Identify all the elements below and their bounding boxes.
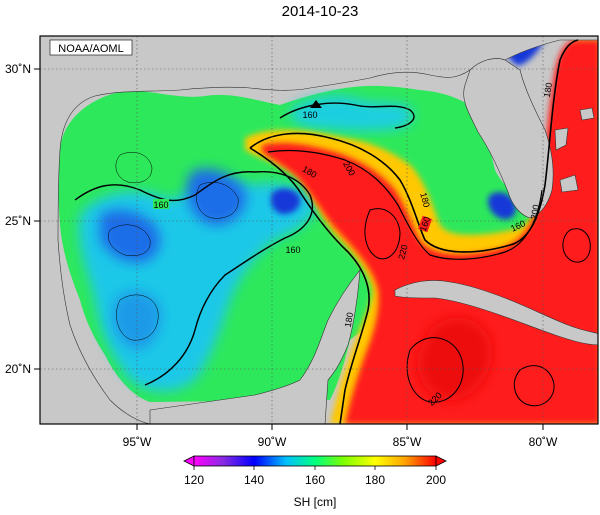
station-marker-icon — [310, 100, 322, 108]
map-frame — [39, 35, 599, 425]
map-title: 2014-10-23 — [282, 3, 359, 20]
contour-label: 180 — [542, 82, 554, 99]
caribbean-warm-core — [417, 317, 492, 401]
contour-label: 160 — [418, 215, 433, 233]
lat-tick-label: 25˚N — [5, 214, 31, 228]
contour-220-east — [364, 208, 401, 260]
contour-label: 180 — [418, 191, 432, 208]
colorbar-tick-label: 120 — [184, 473, 204, 487]
eddy-blue — [270, 188, 301, 215]
loop-current — [262, 40, 598, 424]
contour-thin-1 — [108, 224, 151, 256]
lon-tick-label: 80˚W — [529, 435, 558, 449]
bahamas-islands — [554, 107, 595, 193]
lon-tick-label: 85˚W — [393, 435, 422, 449]
colorbar-bar — [193, 455, 437, 467]
contour-thin-2 — [196, 182, 239, 219]
lat-tick-label: 20˚N — [5, 362, 31, 376]
credit-label: NOAA/AOML — [58, 43, 123, 55]
graticule — [40, 36, 598, 424]
contour-label: 220 — [396, 243, 410, 260]
contour-thin-3 — [116, 294, 159, 341]
contour-labels: 160 160 160 160 180 180 180 180 200 200 … — [153, 82, 554, 408]
contour-220-south — [406, 337, 464, 403]
colorbar-left-arrow — [183, 455, 195, 467]
yucatan-landmass — [149, 269, 361, 424]
contour-220-southeast — [513, 365, 555, 407]
contour-thin-4 — [115, 152, 153, 184]
low-sh-core-south — [112, 290, 162, 350]
florida-eddy — [488, 192, 516, 220]
colorbar-right-arrow — [435, 455, 447, 467]
lat-tick-label: 30˚N — [5, 62, 31, 76]
map-plot-area: 160 160 160 160 180 180 180 180 200 200 … — [40, 36, 598, 424]
credit-box — [49, 39, 133, 56]
colorbar-tick-label: 200 — [426, 473, 446, 487]
cuba-landmass — [394, 280, 598, 346]
colorbar-title: SH [cm] — [294, 495, 337, 509]
contour-200-loop — [267, 149, 543, 260]
colorbar: 120 140 160 180 200 SH [cm] — [183, 455, 447, 509]
low-sh-core-center — [186, 168, 247, 226]
contour-160-west — [74, 171, 313, 386]
colorbar-tick-label: 180 — [365, 473, 385, 487]
lon-tick-label: 90˚W — [258, 435, 287, 449]
contour-label: 160 — [302, 110, 317, 120]
north-gulf-coast — [40, 36, 598, 424]
contour-label: 160 — [153, 200, 168, 210]
contour-label: 200 — [529, 204, 541, 221]
contour-180-yucatan — [249, 147, 370, 424]
axis-ticks — [34, 68, 544, 430]
contour-180-loop — [249, 39, 579, 253]
contour-label: 180 — [343, 312, 355, 329]
colorbar-tick-label: 160 — [305, 473, 325, 487]
contour-220-northeast — [562, 228, 591, 263]
contour-lines — [74, 39, 591, 424]
contour-label: 160 — [285, 245, 300, 255]
lon-tick-label: 95˚W — [123, 435, 152, 449]
colorbar-tick-label: 140 — [244, 473, 264, 487]
